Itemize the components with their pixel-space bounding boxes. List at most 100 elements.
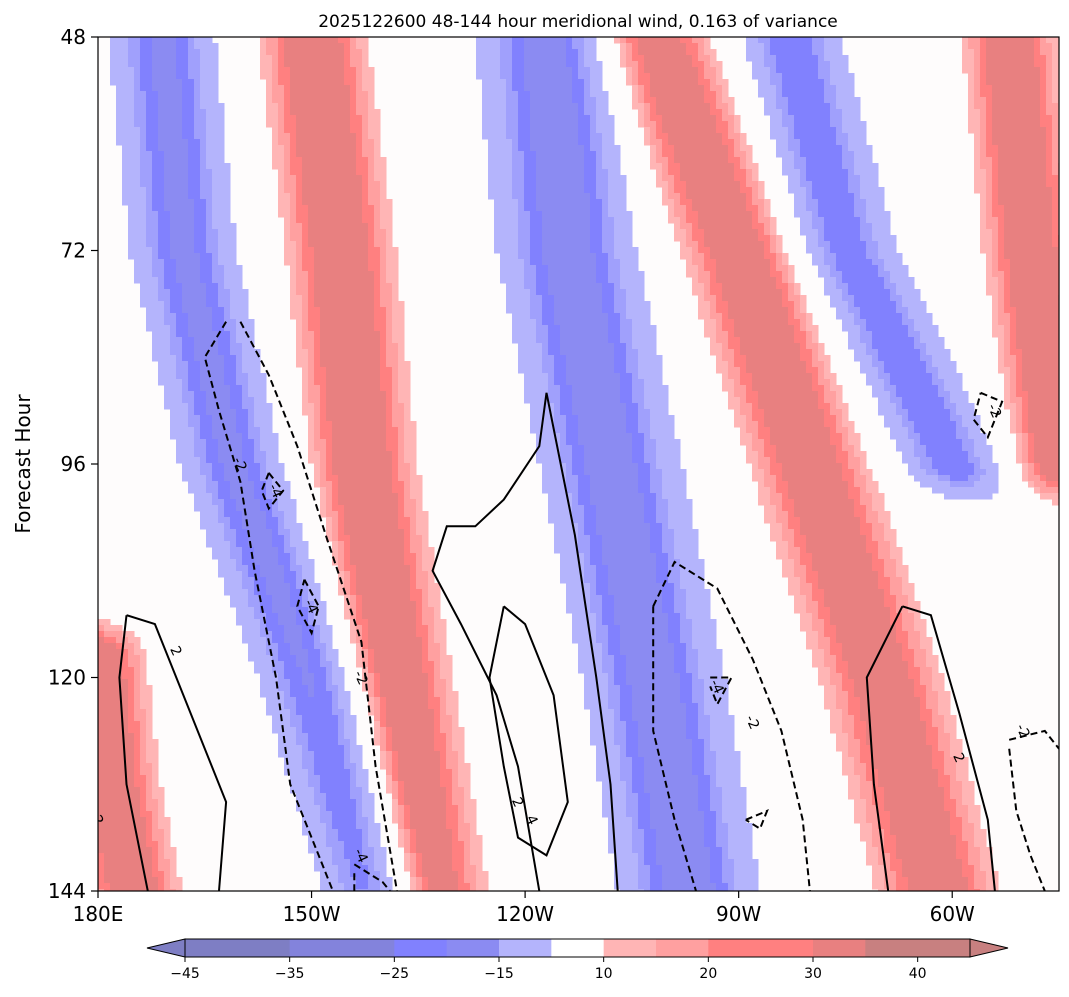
- field-cell: [134, 61, 141, 68]
- field-cell: [194, 307, 201, 314]
- field-cell: [578, 175, 585, 182]
- field-cell: [602, 169, 609, 176]
- field-cell: [128, 79, 135, 86]
- field-cell: [734, 241, 741, 248]
- field-cell: [698, 43, 705, 50]
- field-cell: [824, 235, 831, 242]
- field-cell: [716, 301, 723, 308]
- field-cell: [740, 289, 747, 296]
- field-cell: [614, 271, 621, 278]
- field-cell: [860, 181, 867, 188]
- field-cell: [164, 235, 171, 242]
- field-cell: [536, 133, 543, 140]
- field-cell: [194, 289, 201, 296]
- field-cell: [134, 139, 141, 146]
- field-cell: [632, 73, 639, 80]
- field-cell: [866, 193, 873, 200]
- field-cell: [788, 301, 795, 308]
- field-cell: [788, 115, 795, 122]
- field-cell: [122, 133, 129, 140]
- field-cell: [128, 61, 135, 68]
- field-cell: [284, 133, 291, 140]
- field-cell: [542, 199, 549, 206]
- field-cell: [770, 313, 777, 320]
- field-cell: [344, 145, 351, 152]
- field-cell: [974, 97, 981, 104]
- field-cell: [710, 313, 717, 320]
- field-cell: [764, 43, 771, 50]
- field-cell: [1034, 313, 1041, 320]
- field-cell: [206, 277, 213, 284]
- field-cell: [134, 217, 141, 224]
- field-cell: [614, 301, 621, 308]
- field-cell: [1046, 223, 1053, 230]
- field-cell: [1010, 313, 1017, 320]
- field-cell: [818, 109, 825, 116]
- field-cell: [614, 175, 621, 182]
- field-cell: [776, 265, 783, 272]
- field-cell: [992, 253, 999, 260]
- field-cell: [560, 229, 567, 236]
- field-cell: [206, 205, 213, 212]
- field-cell: [290, 157, 297, 164]
- field-cell: [650, 109, 657, 116]
- field-cell: [776, 61, 783, 68]
- field-cell: [380, 247, 387, 254]
- field-cell: [842, 61, 849, 68]
- field-cell: [986, 145, 993, 152]
- field-cell: [794, 211, 801, 218]
- field-cell: [212, 223, 219, 230]
- field-cell: [782, 277, 789, 284]
- field-cell: [302, 295, 309, 302]
- field-cell: [158, 115, 165, 122]
- field-cell: [530, 265, 537, 272]
- field-cell: [704, 175, 711, 182]
- field-cell: [368, 319, 375, 326]
- field-cell: [506, 157, 513, 164]
- field-cell: [554, 121, 561, 128]
- field-cell: [692, 193, 699, 200]
- field-cell: [122, 127, 129, 134]
- field-cell: [824, 73, 831, 80]
- field-cell: [164, 169, 171, 176]
- field-cell: [374, 187, 381, 194]
- field-cell: [578, 247, 585, 254]
- field-cell: [134, 163, 141, 170]
- field-cell: [128, 217, 135, 224]
- field-cell: [1022, 133, 1029, 140]
- field-cell: [962, 55, 969, 62]
- field-cell: [380, 301, 387, 308]
- field-cell: [734, 169, 741, 176]
- field-cell: [590, 49, 597, 56]
- field-cell: [1046, 235, 1053, 242]
- field-cell: [134, 247, 141, 254]
- field-cell: [734, 145, 741, 152]
- field-cell: [680, 37, 687, 44]
- field-cell: [542, 289, 549, 296]
- field-cell: [746, 193, 753, 200]
- field-cell: [164, 229, 171, 236]
- field-cell: [380, 157, 387, 164]
- field-cell: [572, 253, 579, 260]
- field-cell: [686, 271, 693, 278]
- field-cell: [164, 271, 171, 278]
- field-cell: [836, 97, 843, 104]
- field-cell: [794, 73, 801, 80]
- field-cell: [170, 145, 177, 152]
- field-cell: [842, 151, 849, 158]
- field-cell: [608, 127, 615, 134]
- field-cell: [782, 301, 789, 308]
- field-cell: [704, 97, 711, 104]
- field-cell: [482, 97, 489, 104]
- field-cell: [734, 175, 741, 182]
- field-cell: [506, 307, 513, 314]
- field-cell: [338, 271, 345, 278]
- field-cell: [182, 319, 189, 326]
- field-cell: [830, 253, 837, 260]
- field-cell: [1016, 175, 1023, 182]
- field-cell: [128, 139, 135, 146]
- field-cell: [740, 271, 747, 278]
- field-cell: [1022, 169, 1029, 176]
- field-cell: [152, 79, 159, 86]
- field-cell: [224, 235, 231, 242]
